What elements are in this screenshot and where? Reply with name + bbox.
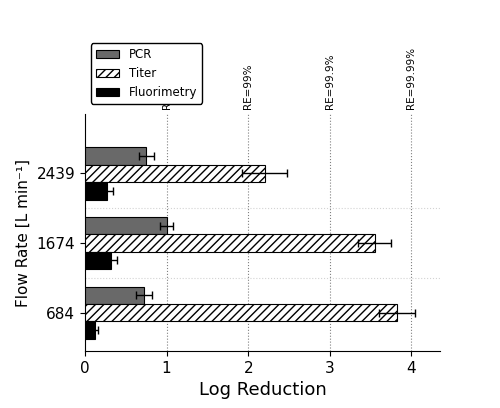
Text: RE=99%: RE=99% [243, 63, 253, 109]
Text: RE=99.99%: RE=99.99% [406, 47, 416, 109]
Bar [85, 147, 146, 165]
Text: RE=90%: RE=90% [162, 63, 172, 109]
Text: RE=99.9%: RE=99.9% [325, 53, 335, 109]
Bar [85, 304, 396, 322]
Y-axis label: Flow Rate [L min⁻¹]: Flow Rate [L min⁻¹] [16, 159, 31, 306]
Legend: PCR, Titer, Fluorimetry: PCR, Titer, Fluorimetry [91, 43, 202, 104]
X-axis label: Log Reduction: Log Reduction [198, 381, 326, 399]
Bar [85, 165, 264, 182]
Bar [85, 234, 374, 252]
Bar [85, 252, 111, 269]
Bar [85, 217, 166, 234]
Bar [85, 182, 107, 200]
Bar [85, 286, 144, 304]
Bar [85, 322, 95, 339]
